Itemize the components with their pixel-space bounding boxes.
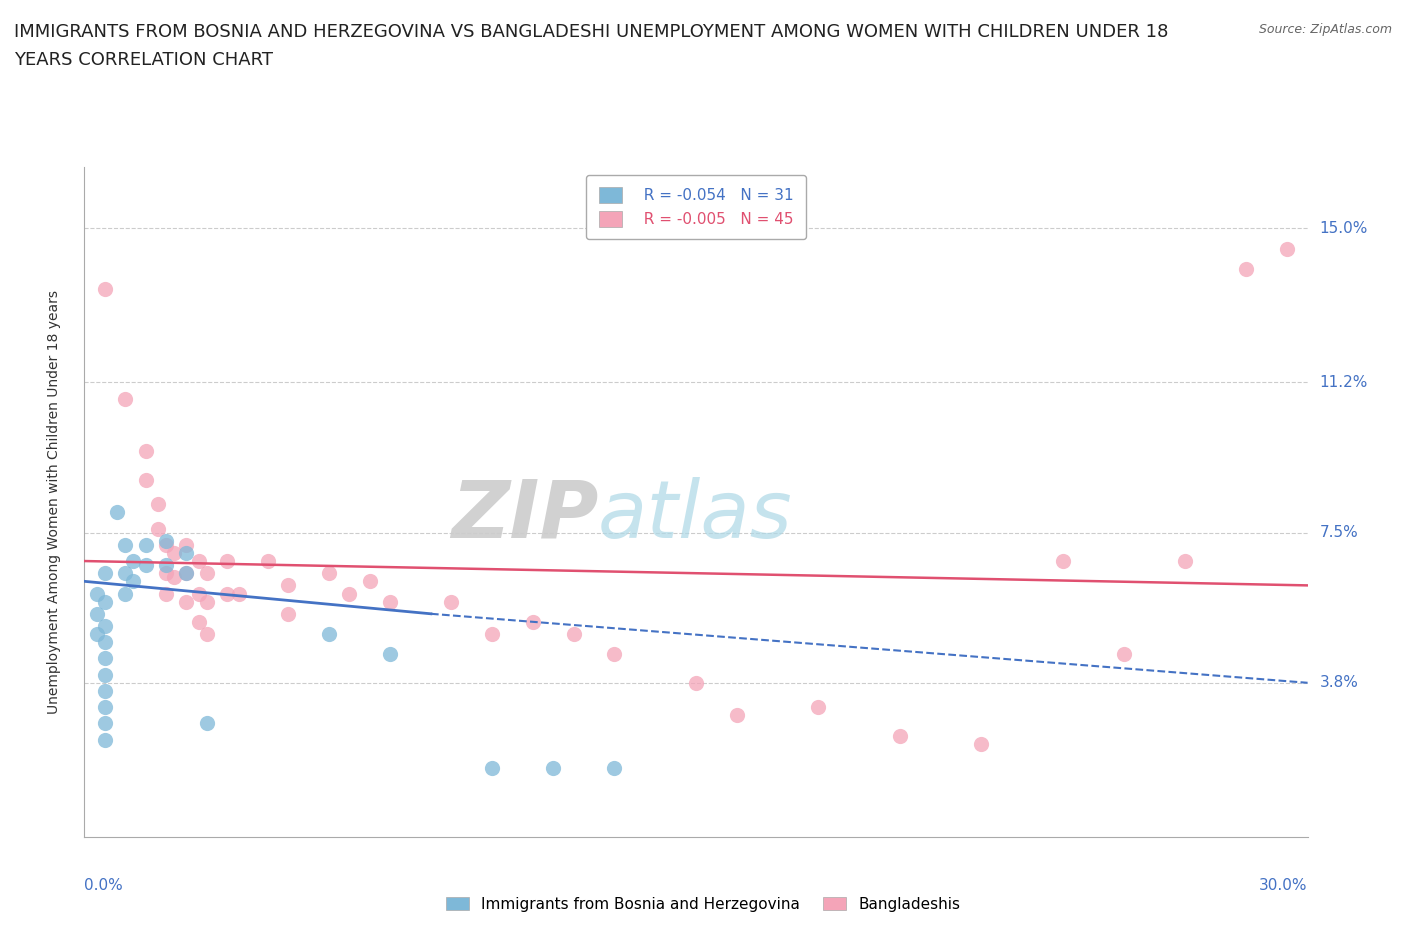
Point [277, 606, 299, 621]
Point [135, 472, 157, 487]
Point [562, 627, 585, 642]
Point [114, 565, 136, 580]
Point [174, 565, 197, 580]
Point [135, 538, 157, 552]
Point [195, 594, 218, 609]
Text: 7.5%: 7.5% [1320, 525, 1358, 540]
Point [155, 558, 177, 573]
Point [380, 594, 402, 609]
Point [146, 521, 169, 536]
Point [155, 533, 177, 548]
Point [603, 647, 626, 662]
Point [93, 282, 115, 297]
Point [685, 675, 707, 690]
Point [146, 497, 169, 512]
Text: Source: ZipAtlas.com: Source: ZipAtlas.com [1258, 23, 1392, 36]
Point [807, 699, 830, 714]
Point [970, 737, 993, 751]
Text: IMMIGRANTS FROM BOSNIA AND HERZEGOVINA VS BANGLADESHI UNEMPLOYMENT AMONG WOMEN W: IMMIGRANTS FROM BOSNIA AND HERZEGOVINA V… [14, 23, 1168, 41]
Point [135, 444, 157, 458]
Text: Unemployment Among Women with Children Under 18 years: Unemployment Among Women with Children U… [46, 290, 60, 714]
Point [163, 570, 186, 585]
Point [195, 716, 218, 731]
Point [155, 565, 177, 580]
Point [163, 546, 186, 561]
Text: 0.0%: 0.0% [84, 878, 124, 893]
Point [257, 553, 280, 568]
Point [135, 558, 157, 573]
Point [725, 708, 748, 723]
Point [481, 627, 503, 642]
Point [122, 574, 145, 589]
Point [114, 538, 136, 552]
Point [86, 606, 108, 621]
Point [93, 667, 115, 682]
Point [543, 761, 565, 776]
Point [187, 586, 209, 601]
Point [277, 578, 299, 592]
Point [1114, 647, 1136, 662]
Point [122, 553, 145, 568]
Point [155, 586, 177, 601]
Point [380, 647, 402, 662]
Point [93, 594, 115, 609]
Text: 15.0%: 15.0% [1320, 220, 1368, 236]
Point [114, 586, 136, 601]
Legend: Immigrants from Bosnia and Herzegovina, Bangladeshis: Immigrants from Bosnia and Herzegovina, … [440, 890, 966, 918]
Text: 11.2%: 11.2% [1320, 375, 1368, 390]
Point [93, 684, 115, 698]
Text: ZIP: ZIP [451, 476, 598, 554]
Point [603, 761, 626, 776]
Point [86, 627, 108, 642]
Point [105, 505, 128, 520]
Point [195, 627, 218, 642]
Point [187, 615, 209, 630]
Point [93, 732, 115, 747]
Point [93, 635, 115, 650]
Point [1052, 553, 1074, 568]
Text: YEARS CORRELATION CHART: YEARS CORRELATION CHART [14, 51, 273, 69]
Point [195, 565, 218, 580]
Text: atlas: atlas [598, 476, 793, 554]
Point [318, 627, 340, 642]
Point [93, 716, 115, 731]
Point [440, 594, 463, 609]
Legend:   R = -0.054   N = 31,   R = -0.005   N = 45: R = -0.054 N = 31, R = -0.005 N = 45 [586, 175, 806, 239]
Point [187, 553, 209, 568]
Point [359, 574, 381, 589]
Point [155, 538, 177, 552]
Point [339, 586, 360, 601]
Point [481, 761, 503, 776]
Point [889, 728, 911, 743]
Point [93, 699, 115, 714]
Point [217, 553, 239, 568]
Point [522, 615, 544, 630]
Text: 3.8%: 3.8% [1320, 675, 1358, 690]
Point [318, 565, 340, 580]
Point [93, 618, 115, 633]
Text: 30.0%: 30.0% [1260, 878, 1308, 893]
Point [93, 651, 115, 666]
Point [174, 594, 197, 609]
Point [174, 538, 197, 552]
Point [86, 586, 108, 601]
Point [1234, 261, 1257, 276]
Point [93, 565, 115, 580]
Point [228, 586, 250, 601]
Point [114, 392, 136, 406]
Point [174, 546, 197, 561]
Point [1275, 241, 1298, 256]
Point [1174, 553, 1197, 568]
Point [217, 586, 239, 601]
Point [174, 565, 197, 580]
